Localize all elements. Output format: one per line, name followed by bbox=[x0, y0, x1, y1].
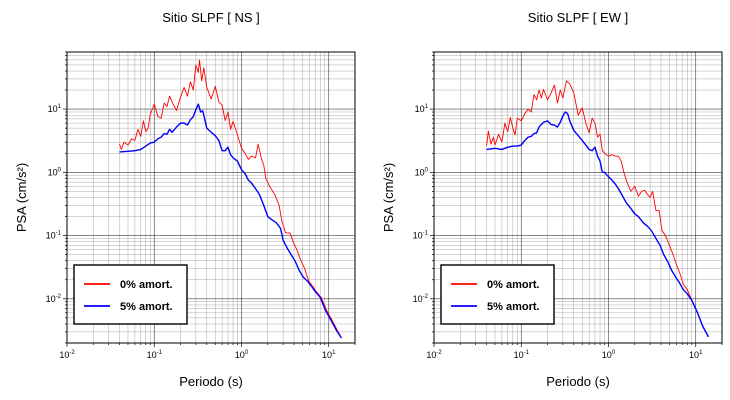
tick-marks bbox=[430, 51, 723, 347]
y-tick-label: 100 bbox=[415, 167, 429, 177]
legend-label: 0% amort. bbox=[120, 279, 173, 291]
legend-label: 0% amort. bbox=[487, 279, 540, 291]
legend-box bbox=[73, 264, 188, 325]
x-tick-label: 100 bbox=[602, 350, 616, 360]
y-axis-label: PSA (cm/s²) bbox=[14, 163, 29, 232]
legend-label: 5% amort. bbox=[120, 301, 173, 313]
x-tick-label: 10-1 bbox=[514, 350, 530, 360]
x-tick-label: 101 bbox=[689, 350, 703, 360]
y-tick-label: 101 bbox=[415, 104, 429, 114]
chart-panel-ns: 10-2 10-1 100 101 10-2 10-1 100 101 0% amort. 5% … bbox=[14, 10, 356, 389]
series-group bbox=[486, 80, 710, 338]
chart-panel-ew: 10-2 10-1 100 101 10-2 10-1 100 101 0% amort. 5% … bbox=[381, 10, 723, 389]
x-tick-label: 10-1 bbox=[147, 350, 163, 360]
y-tick-label: 10-2 bbox=[46, 294, 62, 304]
chart-title: Sitio SLPF [ NS ] bbox=[162, 10, 260, 25]
y-tick-label: 101 bbox=[48, 104, 62, 114]
series-group bbox=[119, 59, 343, 339]
y-axis-label: PSA (cm/s²) bbox=[381, 163, 396, 232]
series-line-5-amort bbox=[486, 111, 710, 338]
legend: 0% amort. 5% amort. bbox=[440, 264, 555, 325]
x-tick-label: 10-2 bbox=[59, 350, 75, 360]
tick-marks bbox=[63, 51, 356, 347]
series-line-5-amort bbox=[119, 103, 343, 339]
y-tick-label: 10-1 bbox=[46, 231, 62, 241]
legend-box bbox=[440, 264, 555, 325]
y-tick-label: 100 bbox=[48, 167, 62, 177]
x-axis-label: Periodo (s) bbox=[546, 374, 610, 389]
y-tick-label: 10-1 bbox=[413, 231, 429, 241]
legend: 0% amort. 5% amort. bbox=[73, 264, 188, 325]
x-axis-label: Periodo (s) bbox=[179, 374, 243, 389]
chart-title: Sitio SLPF [ EW ] bbox=[528, 10, 628, 25]
x-tick-label: 100 bbox=[235, 350, 249, 360]
x-tick-label: 10-2 bbox=[426, 350, 442, 360]
legend-label: 5% amort. bbox=[487, 301, 540, 313]
y-tick-label: 10-2 bbox=[413, 294, 429, 304]
series-line-0-amort bbox=[486, 80, 709, 338]
x-tick-label: 101 bbox=[322, 350, 336, 360]
series-line-0-amort bbox=[119, 59, 342, 339]
